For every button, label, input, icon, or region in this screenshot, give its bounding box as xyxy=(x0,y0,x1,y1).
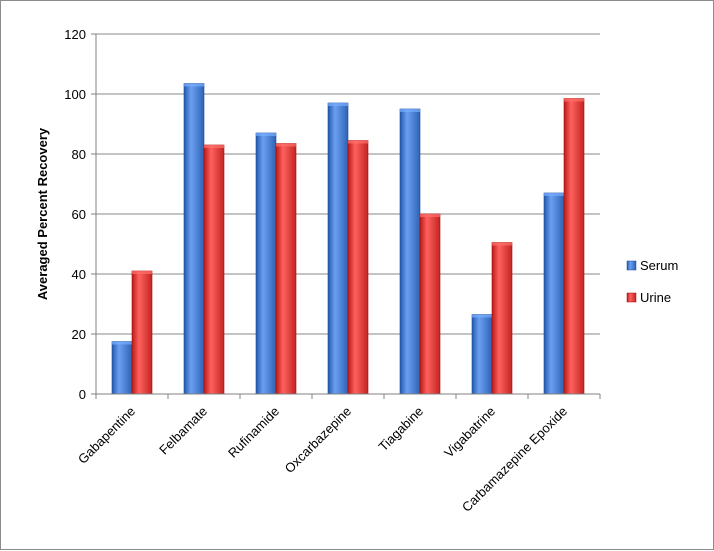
bar-cap xyxy=(400,109,420,112)
bar-urine-gabapentine xyxy=(131,270,153,395)
legend-label-serum: Serum xyxy=(640,258,678,273)
x-tick-label: Gabapentine xyxy=(75,404,138,467)
bar-cap xyxy=(204,145,224,148)
x-tick-label: Oxcarbazepine xyxy=(282,404,354,476)
axes xyxy=(91,33,601,399)
bar-cap xyxy=(564,98,584,102)
y-tick-label: 120 xyxy=(64,27,86,42)
y-tick-label: 60 xyxy=(72,207,86,222)
bar-urine-felbamate xyxy=(203,144,225,395)
bar-cap xyxy=(544,193,564,196)
bar-serum-rufinamide xyxy=(255,132,277,395)
bar-urine-rufinamide xyxy=(275,143,297,395)
bar-urine-tiagabine xyxy=(419,213,441,395)
bar-cap xyxy=(256,133,276,136)
bar-cap xyxy=(420,214,440,217)
bar-cap xyxy=(348,140,368,144)
bar-urine-oxcarbazepine xyxy=(347,140,369,395)
legend-swatch-serum xyxy=(626,260,637,271)
x-tick-label: Tiagabine xyxy=(375,404,426,455)
legend: Serum Urine xyxy=(626,258,678,305)
bar-cap xyxy=(112,341,132,345)
bar-serum-gabapentine xyxy=(111,341,133,395)
y-tick-label: 80 xyxy=(72,147,86,162)
y-tick-label: 0 xyxy=(79,387,86,402)
y-tick-label: 40 xyxy=(72,267,86,282)
bar-cap xyxy=(184,83,204,87)
y-axis-title: Averaged Percent Recovery xyxy=(35,127,50,300)
bars xyxy=(111,83,585,395)
bar-cap xyxy=(492,242,512,246)
bar-serum-oxcarbazepine xyxy=(327,102,349,395)
bar-cap xyxy=(472,314,492,318)
bar-serum-carbamazepine-epoxide xyxy=(543,192,565,395)
bar-serum-felbamate xyxy=(183,83,205,395)
bar-serum-vigabatrine xyxy=(471,314,493,395)
bar-urine-carbamazepine-epoxide xyxy=(563,98,585,395)
legend-label-urine: Urine xyxy=(640,290,671,305)
y-tick-label: 20 xyxy=(72,327,86,342)
bar-serum-tiagabine xyxy=(399,108,421,395)
y-tick-label: 100 xyxy=(64,87,86,102)
bar-cap xyxy=(132,271,152,274)
bar-cap xyxy=(328,103,348,106)
legend-swatch-urine xyxy=(626,292,637,303)
x-tick-label: Rufinamide xyxy=(225,404,282,461)
bar-urine-vigabatrine xyxy=(491,242,513,395)
x-tick-label: Vigabatrine xyxy=(441,404,498,461)
x-tick-label: Felbamate xyxy=(156,404,210,458)
bar-cap xyxy=(276,143,296,147)
